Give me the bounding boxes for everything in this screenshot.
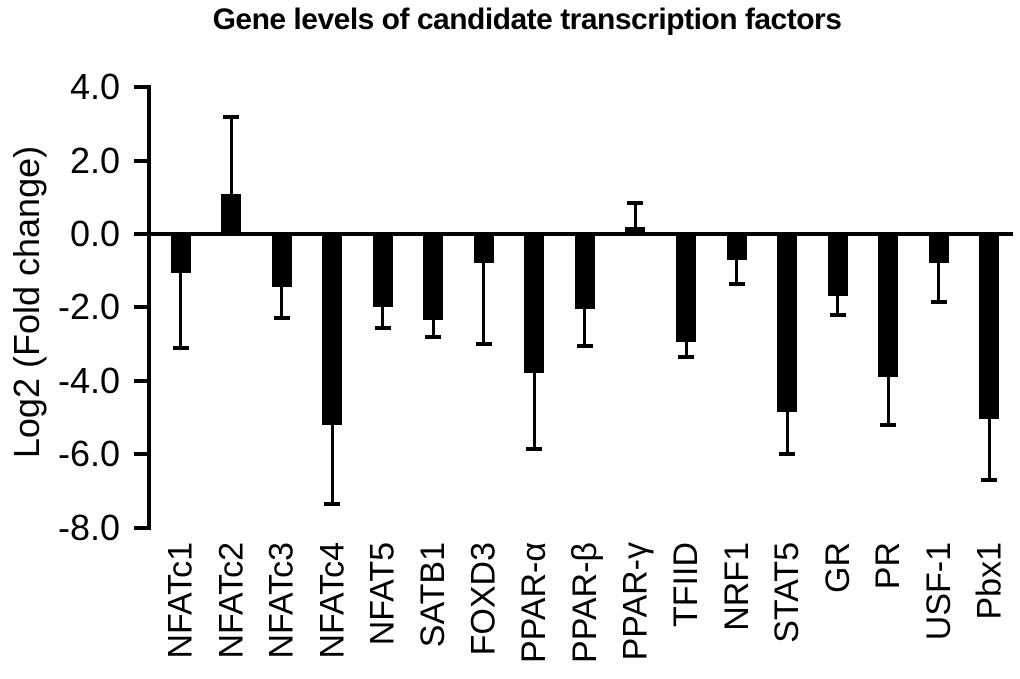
chart-title: Gene levels of candidate transcription f… <box>212 3 842 36</box>
x-tick-label: NRF1 <box>717 542 756 631</box>
error-bar-stem <box>987 419 991 480</box>
error-bar-cap <box>728 281 745 286</box>
error-bar-cap <box>930 299 947 304</box>
error-bar-stem <box>735 259 739 284</box>
bar <box>271 234 292 288</box>
error-bar-cap <box>324 501 341 506</box>
bar <box>170 234 191 273</box>
y-tick-label: 4.0 <box>69 66 120 108</box>
error-bar-cap <box>829 312 846 317</box>
error-bar-stem <box>229 116 233 194</box>
y-tick-label: -6.0 <box>57 433 120 475</box>
y-axis-label: Log2 (Fold change) <box>6 145 47 459</box>
bar <box>928 234 949 264</box>
bar <box>372 234 393 308</box>
y-axis-tick <box>134 378 148 383</box>
error-bar-stem <box>583 309 587 346</box>
y-axis-line <box>147 85 151 530</box>
x-tick-label: PPAR-β <box>565 542 604 663</box>
y-axis-tick <box>134 85 148 90</box>
y-tick-label: -4.0 <box>57 359 120 401</box>
bar <box>221 193 242 234</box>
bar <box>473 234 494 264</box>
x-tick-label: NFATc4 <box>313 542 352 659</box>
error-bar-stem <box>684 342 688 357</box>
error-bar-stem <box>836 296 840 315</box>
bar <box>777 234 798 412</box>
error-bar-cap <box>678 354 694 359</box>
x-tick-label: USF-1 <box>919 542 958 641</box>
y-axis-tick <box>134 232 148 236</box>
bar <box>322 234 343 425</box>
y-tick-label: -8.0 <box>57 506 120 548</box>
bar <box>979 234 1000 420</box>
error-bar-cap <box>172 345 189 350</box>
x-tick-label: TFIID <box>667 542 705 627</box>
error-bar-stem <box>886 377 890 425</box>
error-bar-cap <box>526 446 543 451</box>
y-axis-tick <box>134 452 148 457</box>
y-axis-tick <box>134 525 148 530</box>
y-axis-tick <box>134 158 148 163</box>
error-bar-stem <box>937 263 941 302</box>
x-tick-label: NFATc1 <box>161 542 200 659</box>
error-bar-stem <box>785 411 789 455</box>
y-tick-label: 2.0 <box>69 139 120 181</box>
y-axis-tick <box>134 305 148 310</box>
x-tick-label: PR <box>869 542 908 590</box>
bar <box>878 234 899 378</box>
bar <box>423 234 444 321</box>
x-tick-label: PPAR-α <box>515 542 554 664</box>
error-bar-cap <box>273 316 290 321</box>
x-tick-label: SATB1 <box>414 542 453 648</box>
error-bar-cap <box>223 114 240 119</box>
error-bar-cap <box>475 342 492 347</box>
error-bar-cap <box>779 452 796 457</box>
error-bar-stem <box>280 287 284 319</box>
x-tick-label: NFATc3 <box>262 542 301 659</box>
error-bar-cap <box>880 422 897 427</box>
error-bar-stem <box>330 424 334 504</box>
error-bar-stem <box>179 272 182 348</box>
x-tick-label: FOXD3 <box>464 542 503 656</box>
bar <box>827 234 848 297</box>
x-tick-label: Pbx1 <box>970 542 1009 620</box>
y-tick-label: 0.0 <box>69 213 120 254</box>
x-tick-label: NFAT5 <box>363 542 402 646</box>
error-bar-cap <box>627 200 644 205</box>
y-tick-label: -2.0 <box>57 286 120 328</box>
x-tick-label: STAT5 <box>768 542 807 643</box>
x-tick-label: PPAR-γ <box>616 542 655 661</box>
bar <box>625 226 646 234</box>
error-bar-stem <box>431 320 435 337</box>
bar <box>676 234 696 343</box>
error-bar-stem <box>482 263 486 345</box>
x-tick-label: NFATc2 <box>212 542 251 659</box>
bar <box>524 234 545 374</box>
x-tick-label: GR <box>818 542 857 593</box>
error-bar-stem <box>633 202 637 227</box>
error-bar-stem <box>532 373 536 449</box>
error-bar-stem <box>381 307 385 328</box>
bar <box>574 234 595 310</box>
bar <box>726 234 747 260</box>
error-bar-cap <box>576 343 593 348</box>
error-bar-cap <box>374 325 391 330</box>
error-bar-cap <box>425 334 442 339</box>
error-bar-cap <box>981 477 998 482</box>
